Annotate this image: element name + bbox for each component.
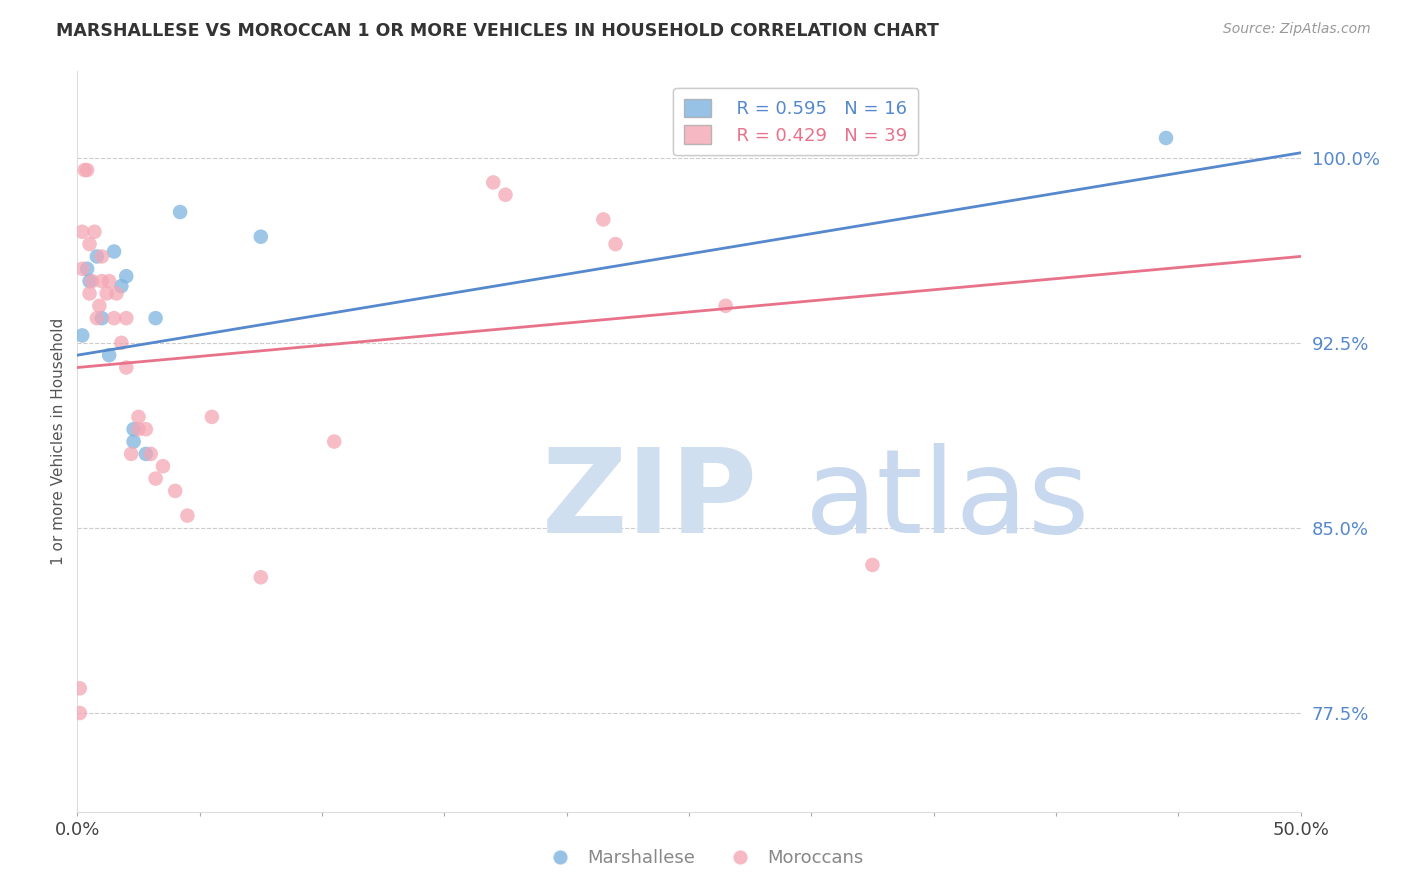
Point <box>495 187 517 202</box>
Point <box>714 299 737 313</box>
Point <box>70 261 93 276</box>
Point <box>176 508 198 523</box>
Y-axis label: 1 or more Vehicles in Household: 1 or more Vehicles in Household <box>51 318 66 566</box>
Point <box>122 434 145 449</box>
Point <box>90 311 112 326</box>
Point <box>115 311 138 326</box>
Point <box>89 299 111 313</box>
Text: ZIP: ZIP <box>543 443 758 558</box>
Point <box>201 409 224 424</box>
Point <box>103 311 125 326</box>
Point <box>80 274 103 288</box>
Text: Source: ZipAtlas.com: Source: ZipAtlas.com <box>1223 22 1371 37</box>
Point <box>135 422 157 436</box>
Point <box>145 311 167 326</box>
Point <box>73 163 96 178</box>
Point <box>110 279 132 293</box>
Point <box>592 212 614 227</box>
Point <box>165 483 187 498</box>
Point <box>135 447 157 461</box>
Point <box>169 205 191 219</box>
Point <box>105 286 128 301</box>
Point <box>120 447 142 461</box>
Point <box>79 237 101 252</box>
Point <box>103 244 125 259</box>
Point <box>1154 131 1177 145</box>
Point <box>145 471 167 485</box>
Legend:   R = 0.595   N = 16,   R = 0.429   N = 39: R = 0.595 N = 16, R = 0.429 N = 39 <box>673 87 918 155</box>
Point <box>90 274 112 288</box>
Point <box>110 335 132 350</box>
Point <box>482 175 505 190</box>
Point <box>139 447 162 461</box>
Point <box>98 274 121 288</box>
Point <box>250 570 273 584</box>
Point <box>79 274 101 288</box>
Point <box>127 422 149 436</box>
Point <box>86 311 108 326</box>
Point <box>96 286 118 301</box>
Point <box>76 163 98 178</box>
Point <box>69 681 91 696</box>
Point <box>127 409 149 424</box>
Legend: Marshallese, Moroccans: Marshallese, Moroccans <box>536 842 870 874</box>
Point <box>115 269 138 284</box>
Point <box>250 229 273 244</box>
Point <box>70 328 93 343</box>
Text: MARSHALLESE VS MOROCCAN 1 OR MORE VEHICLES IN HOUSEHOLD CORRELATION CHART: MARSHALLESE VS MOROCCAN 1 OR MORE VEHICL… <box>56 22 939 40</box>
Point <box>69 706 91 720</box>
Text: atlas: atlas <box>806 443 1091 558</box>
Point <box>605 237 627 252</box>
Point <box>323 434 346 449</box>
Point <box>98 348 121 362</box>
Point <box>122 422 145 436</box>
Point <box>862 558 884 572</box>
Point <box>86 250 108 264</box>
Point <box>83 225 105 239</box>
Point <box>79 286 101 301</box>
Point <box>70 225 93 239</box>
Point <box>152 459 174 474</box>
Point <box>76 261 98 276</box>
Point <box>90 250 112 264</box>
Point <box>115 360 138 375</box>
